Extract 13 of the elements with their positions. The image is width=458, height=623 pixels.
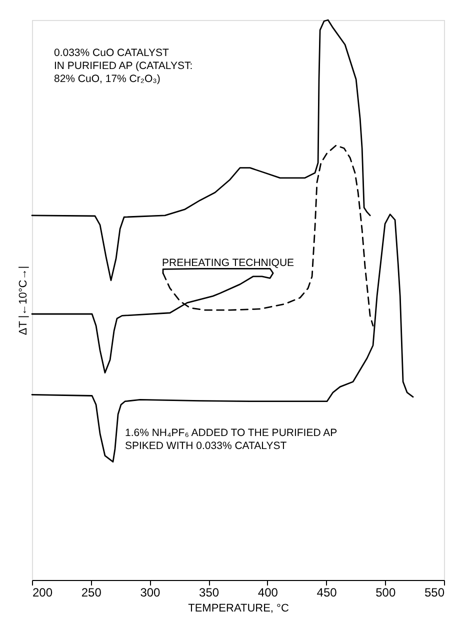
- annotation: 1.6% NH₄PF₆ ADDED TO THE PURIFIED AP SPIKED WITH 0.033% CATALYST: [125, 427, 338, 452]
- x-tick-label: 500: [376, 586, 396, 600]
- x-axis-title: TEMPERATURE, °C: [188, 602, 289, 614]
- x-tick-label: 250: [81, 586, 102, 600]
- y-axis-title: ΔT |←10°C→|: [18, 266, 30, 336]
- x-tick-label: 200: [32, 586, 53, 600]
- annotation: PREHEATING TECHNIQUE: [162, 257, 294, 269]
- x-tick-label: 450: [316, 586, 338, 600]
- x-tick-label: 400: [258, 586, 278, 600]
- x-tick-label: 300: [140, 586, 161, 600]
- x-tick-label: 550: [424, 586, 445, 600]
- x-tick-label: 350: [199, 586, 220, 600]
- annotation: 0.033% CuO CATALYST IN PURIFIED AP (CATALYST: 82% CuO, 17% Cr₂O₃): [54, 47, 193, 85]
